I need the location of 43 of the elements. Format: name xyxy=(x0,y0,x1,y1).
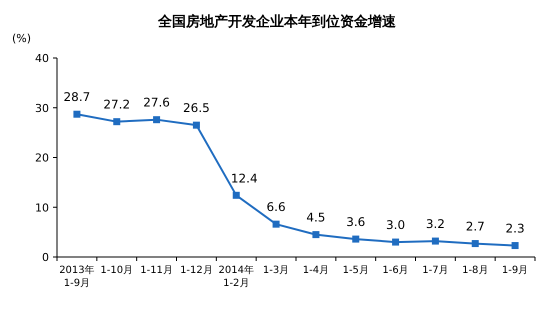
point xyxy=(192,122,200,129)
point xyxy=(472,240,479,248)
y-axis-title: (%) xyxy=(12,32,32,45)
x-tick-label: 1-11月 xyxy=(140,265,173,276)
x-tick-label: 1-5月 xyxy=(342,265,369,276)
point xyxy=(113,118,120,126)
data-label: 27.6 xyxy=(143,96,170,110)
point xyxy=(352,236,360,243)
x-tick-label: 1-9月 xyxy=(502,265,528,276)
y-tick-label: 40 xyxy=(35,52,49,65)
point xyxy=(272,220,280,228)
x-tick-label: 2014年 1-2月 xyxy=(218,264,254,289)
data-label: 26.5 xyxy=(183,101,210,116)
x-tick-label: 1-6月 xyxy=(382,265,409,276)
x-tick-label: 1-3月 xyxy=(262,265,290,276)
x-tick-label: 2013年 1-9月 xyxy=(59,264,95,289)
x-tick-label: 1-7月 xyxy=(422,265,449,276)
data-label: 3.2 xyxy=(426,217,445,232)
data-label: 28.7 xyxy=(64,90,90,104)
y-tick-label: 20 xyxy=(35,152,49,164)
point xyxy=(73,110,80,118)
point xyxy=(153,116,160,124)
x-tick-label: 1-8月 xyxy=(462,265,488,276)
x-tick-label: 1-12月 xyxy=(180,265,213,276)
point xyxy=(432,238,439,245)
y-tick-label: 30 xyxy=(35,102,49,115)
data-label: 3.0 xyxy=(386,218,406,232)
y-tick-label: 0 xyxy=(42,251,49,264)
point xyxy=(312,231,320,238)
data-label: 27.2 xyxy=(103,98,130,112)
point xyxy=(512,242,519,250)
data-label: 2.7 xyxy=(466,220,485,234)
data-label: 3.6 xyxy=(346,215,366,230)
point xyxy=(232,192,240,199)
point xyxy=(392,238,400,246)
data-label: 2.3 xyxy=(506,222,525,236)
x-tick-label: 1-10月 xyxy=(100,265,134,276)
x-tick-label: 1-4月 xyxy=(302,265,330,276)
data-label: 6.6 xyxy=(266,200,286,214)
chart-title: 全国房地产开发企业本年到位资金增速 xyxy=(157,13,397,30)
data-label: 12.4 xyxy=(230,171,258,186)
y-tick-label: 10 xyxy=(35,201,49,214)
data-label: 4.5 xyxy=(306,210,326,225)
